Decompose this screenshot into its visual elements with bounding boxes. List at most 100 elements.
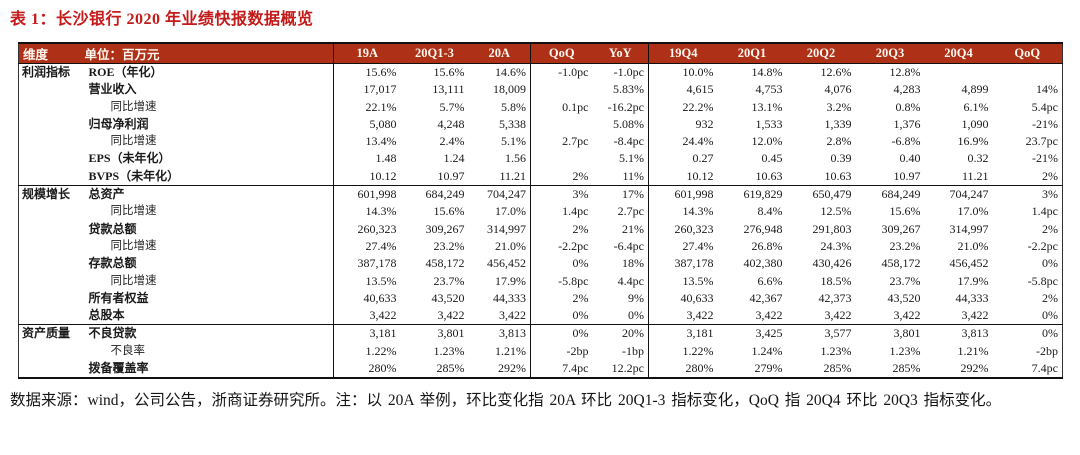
- header-cell: 20Q1-3: [400, 43, 469, 64]
- value-cell: 40,633: [363, 290, 397, 305]
- value-cell: 27.4%: [365, 238, 397, 253]
- value-cell: 3,422: [369, 308, 397, 323]
- value-cell: 14.3%: [682, 204, 714, 219]
- value-cell: 3,813: [468, 324, 531, 343]
- value-cell: -8.4pc: [592, 133, 649, 151]
- value-cell: 0%: [992, 324, 1063, 343]
- row-label: 同比增速: [80, 203, 334, 221]
- value-cell: 10.63: [824, 168, 852, 183]
- value-cell: 3,801: [855, 324, 925, 343]
- value-cell: 3,801: [400, 324, 469, 343]
- value-cell: 2%: [572, 168, 589, 183]
- value-cell: 2.8%: [826, 134, 852, 149]
- value-cell: 5.1%: [592, 150, 649, 168]
- section-label: [19, 255, 81, 272]
- value-cell: 309,267: [881, 221, 921, 236]
- value-cell: 1.48: [375, 151, 397, 166]
- value-cell: -21%: [1032, 116, 1058, 131]
- section-label: 规模增长: [18, 185, 81, 204]
- value-cell: 0.1pc: [562, 99, 589, 114]
- value-cell: [924, 63, 993, 82]
- value-cell: 0.45: [761, 151, 783, 166]
- value-cell: 22.1%: [365, 99, 397, 114]
- value-cell: 1.22%: [365, 343, 397, 358]
- value-cell: 3,813: [924, 324, 993, 343]
- section-label: 利润指标: [18, 63, 81, 82]
- row-label: 总股本: [80, 307, 334, 325]
- value-cell: 1.21%: [957, 343, 989, 358]
- table-row: 营业收入 17,017 13,111 18,009 5.83% 4,615 4,753 4,0…: [19, 81, 1063, 99]
- value-cell: 42,373: [818, 290, 852, 305]
- value-cell: 0%: [592, 307, 649, 325]
- value-cell: 23.7%: [433, 273, 465, 288]
- table-row: 规模增长 总资产 601,998 684,249 704,247 3% 17% 601,998…: [18, 185, 1063, 204]
- header-cell: 20A: [468, 43, 531, 64]
- value-cell: [992, 63, 1063, 82]
- value-cell: 601,998: [648, 185, 718, 204]
- table-row: 同比增速 14.3% 15.6% 17.0% 1.4pc 2.7pc 14.3% 8.4% 12…: [19, 203, 1063, 221]
- value-cell: [531, 116, 593, 133]
- section-label: [19, 273, 81, 290]
- value-cell: 285%: [892, 361, 921, 376]
- value-cell: 3,422: [824, 308, 852, 323]
- row-label: 归母净利润: [80, 115, 334, 134]
- value-cell: 17%: [592, 185, 649, 204]
- value-cell: 42,367: [749, 290, 783, 305]
- value-cell: 0%: [530, 324, 593, 343]
- value-cell: 279%: [754, 361, 783, 376]
- value-cell: 3,425: [717, 324, 787, 343]
- value-cell: 20%: [592, 324, 649, 343]
- value-cell: 12.2pc: [592, 360, 649, 379]
- row-label: 同比增速: [80, 133, 334, 151]
- section-label: [19, 99, 81, 116]
- value-cell: 4.4pc: [592, 272, 649, 290]
- value-cell: 43,520: [887, 290, 921, 305]
- value-cell: 5.7%: [439, 99, 465, 114]
- value-cell: 13.4%: [365, 134, 397, 149]
- value-cell: 3,422: [686, 308, 714, 323]
- value-cell: 24.4%: [682, 134, 714, 149]
- value-cell: 291,803: [812, 221, 852, 236]
- value-cell: -2bp: [566, 343, 589, 358]
- value-cell: 15.6%: [400, 63, 469, 82]
- value-cell: 280%: [368, 361, 397, 376]
- section-label: [19, 221, 81, 238]
- table-row: 同比增速 27.4% 23.2% 21.0% -2.2pc -6.4pc 27.4% 26.8…: [19, 237, 1063, 256]
- value-cell: 18,009: [468, 81, 531, 99]
- value-cell: 1.4pc: [1031, 204, 1058, 219]
- value-cell: 2.7pc: [562, 134, 589, 149]
- value-cell: 44,333: [955, 290, 989, 305]
- value-cell: 8.4%: [757, 204, 783, 219]
- value-cell: 5.08%: [592, 115, 649, 134]
- value-cell: 0%: [572, 308, 589, 323]
- value-cell: -2bp: [1036, 343, 1058, 358]
- row-label: 不良贷款: [80, 324, 334, 343]
- value-cell: 11%: [592, 167, 649, 186]
- value-cell: 3%: [530, 185, 593, 204]
- value-cell: 276,948: [743, 221, 783, 236]
- value-cell: -2.2pc: [1027, 238, 1058, 253]
- section-label: [19, 343, 81, 360]
- value-cell: 1.24%: [751, 343, 783, 358]
- section-label: [19, 116, 81, 133]
- value-cell: 285%: [436, 361, 465, 376]
- value-cell: -1.0pc: [592, 63, 649, 82]
- value-cell: 17,017: [363, 82, 397, 97]
- value-cell: 12.5%: [820, 204, 852, 219]
- value-cell: 1,376: [893, 116, 921, 131]
- value-cell: 2%: [1042, 221, 1058, 236]
- value-cell: 1,533: [755, 116, 783, 131]
- value-cell: 44,333: [468, 289, 531, 308]
- value-cell: 14.3%: [365, 204, 397, 219]
- value-cell: 18%: [592, 255, 649, 273]
- table-body: 利润指标 ROE（年化） 15.6% 15.6% 14.6% -1.0pc -1.0pc 10…: [18, 63, 1063, 379]
- value-cell: 3.2%: [826, 99, 852, 114]
- value-cell: 430,426: [812, 256, 852, 271]
- table-row: 存款总额 387,178 458,172 456,452 0% 18% 387,178 402…: [19, 255, 1063, 273]
- value-cell: 1.56: [468, 150, 531, 168]
- value-cell: 40,633: [680, 290, 714, 305]
- section-label: 资产质量: [18, 324, 81, 343]
- header-cell: 19Q4: [648, 43, 718, 64]
- value-cell: 260,323: [674, 221, 714, 236]
- value-cell: 3,577: [786, 324, 856, 343]
